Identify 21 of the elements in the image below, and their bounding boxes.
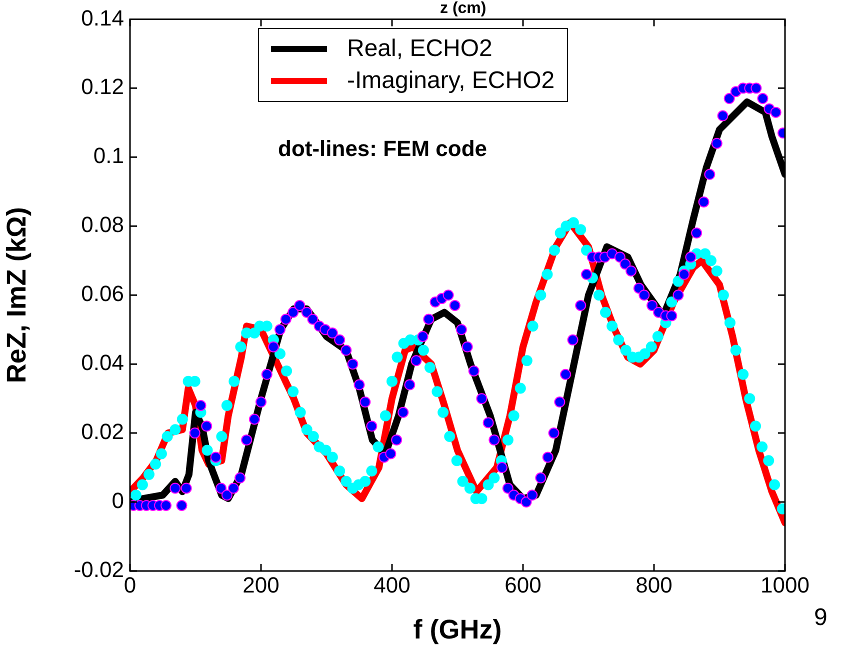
y-tick-label: 0.06: [81, 281, 124, 306]
text: z (cm): [440, 0, 486, 18]
y-axis-title: ReZ, ImZ (kΩ): [2, 207, 32, 384]
y-tick-label: 0.14: [81, 5, 124, 30]
legend-label: Real, ECHO2: [347, 34, 492, 64]
y-tick-label: 0: [112, 488, 124, 514]
x-tick-label: 600: [504, 572, 542, 598]
x-axis-title: f (GHz): [413, 614, 502, 644]
y-tick-label: 0.12: [81, 74, 124, 100]
text: 9: [814, 604, 828, 632]
y-tick-label: 0.08: [81, 212, 124, 238]
x-tick-label: 400: [374, 572, 410, 598]
x-tick-label: 200: [242, 572, 280, 598]
legend-label: -Imaginary, ECHO2: [347, 66, 555, 96]
x-tick-label: 1000: [760, 572, 810, 598]
y-tick-label: 0.1: [93, 143, 124, 168]
y-tick-label: 0.02: [81, 419, 124, 444]
y-tick-label: -0.02: [74, 557, 124, 582]
y-tick-label: 0.04: [81, 350, 124, 376]
x-tick-label: 800: [636, 572, 672, 598]
annotation: dot-lines: FEM code: [278, 136, 487, 162]
